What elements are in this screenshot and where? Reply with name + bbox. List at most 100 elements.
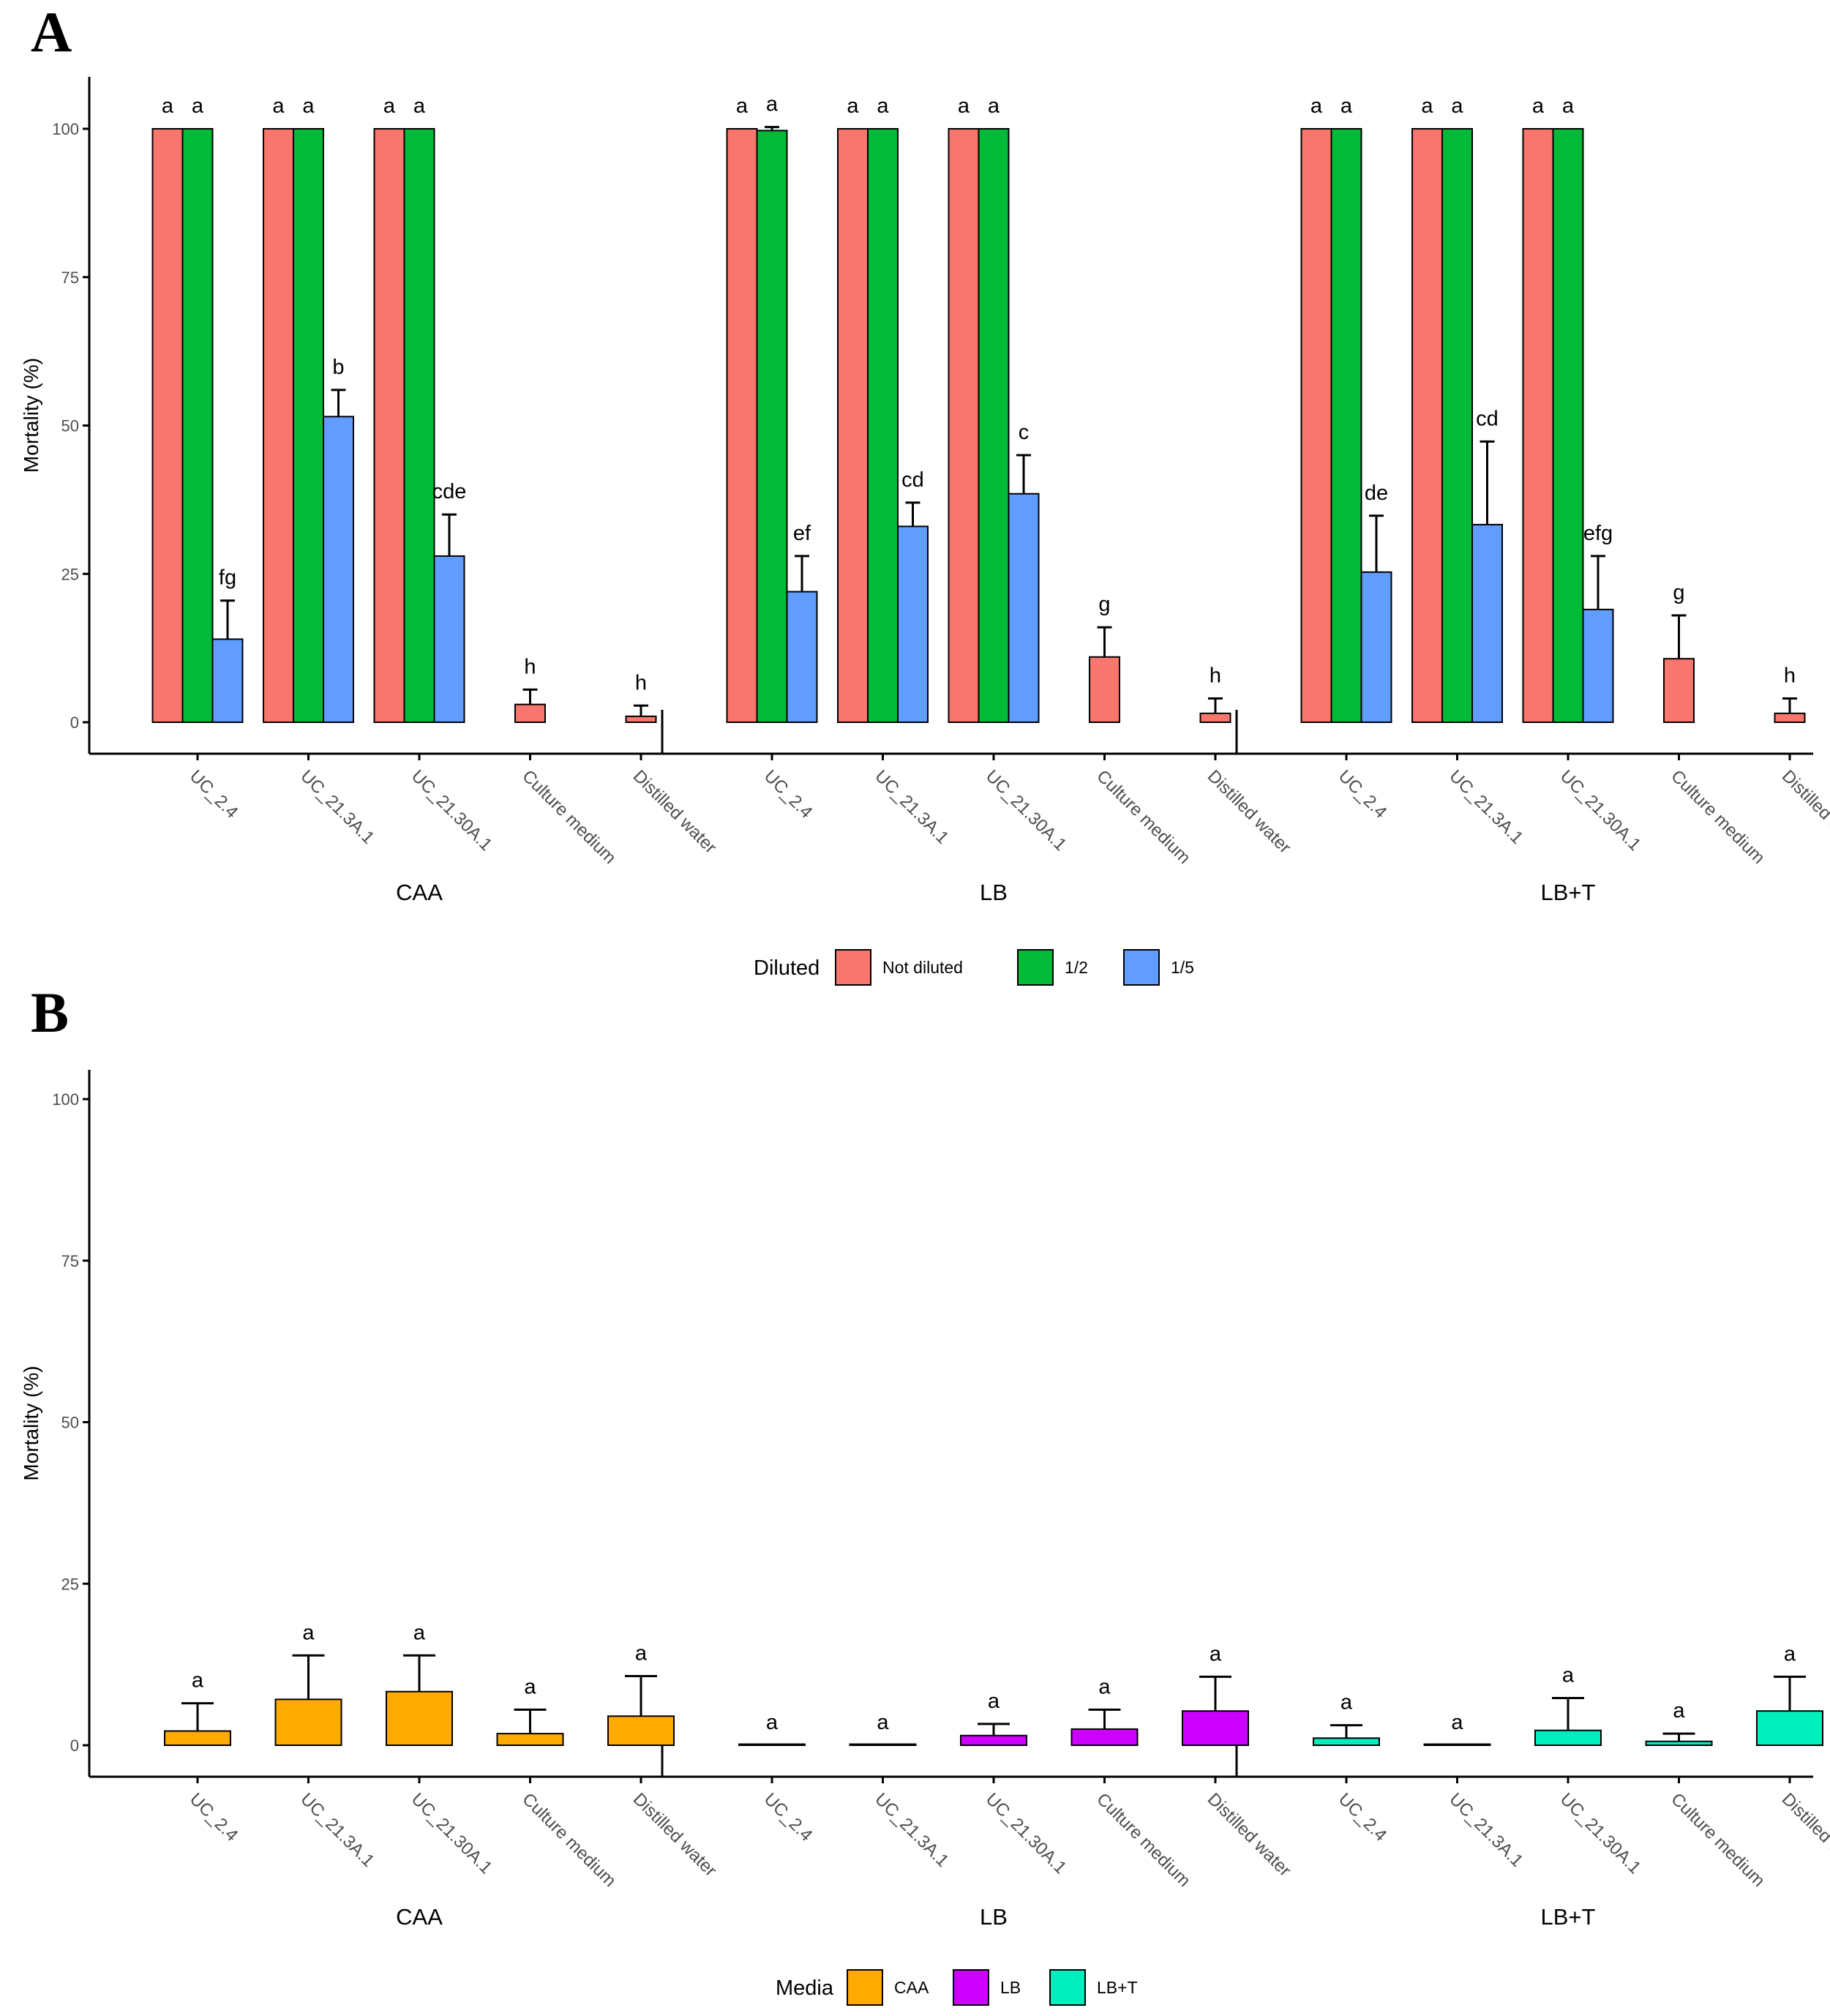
bar xyxy=(786,591,818,724)
bar xyxy=(1008,492,1040,723)
significance-letter: efg xyxy=(1583,522,1613,545)
significance-letter: a xyxy=(766,1711,779,1734)
significance-letter: a xyxy=(192,94,204,118)
bar xyxy=(263,128,294,723)
bar xyxy=(151,128,184,723)
x-tick-label: UC_2.4 xyxy=(186,1789,242,1845)
significance-letter: g xyxy=(1098,593,1110,616)
significance-letter: h xyxy=(1210,664,1221,688)
significance-letter: a xyxy=(383,94,396,118)
panel-label-a: A xyxy=(31,0,72,64)
legend-label: LB xyxy=(1000,1978,1021,1997)
group-label: CAA xyxy=(396,880,443,905)
y-tick-label: 0 xyxy=(70,713,79,732)
significance-letter: a xyxy=(1340,1691,1353,1715)
bar xyxy=(293,128,324,723)
bar xyxy=(837,128,869,723)
legend-title: Diluted xyxy=(754,956,820,980)
x-tick-label: UC_2.4 xyxy=(186,766,242,822)
group-label: CAA xyxy=(396,1904,443,1930)
x-tick-label: UC_21.3A.1 xyxy=(871,1789,953,1871)
x-tick-label: Distilled water xyxy=(629,766,721,858)
significance-letter: a xyxy=(524,1675,536,1698)
x-tick-label: Culture medium xyxy=(1667,766,1769,868)
significance-letter: a xyxy=(1210,1642,1222,1665)
significance-letter: a xyxy=(1784,1642,1796,1665)
bar xyxy=(897,525,929,723)
x-tick-label: UC_21.30A.1 xyxy=(1556,766,1645,855)
x-tick-label: UC_2.4 xyxy=(1335,1789,1391,1845)
panel-b-chart: 0 25 50 75 100 Mortality (%) UC_2.4 UC_21.3A.1 U… xyxy=(20,1070,1830,2006)
bar xyxy=(274,1698,342,1746)
significance-letter: a xyxy=(847,94,859,118)
legend-swatch xyxy=(835,949,871,986)
group-label: LB+T xyxy=(1541,880,1596,905)
significance-letter: a xyxy=(302,1621,315,1644)
significance-letter: ef xyxy=(793,522,811,545)
x-tick-label: UC_21.3A.1 xyxy=(296,1789,378,1871)
significance-letter: cde xyxy=(432,480,467,503)
significance-letter: a xyxy=(1421,94,1433,118)
significance-letter: a xyxy=(988,1690,1000,1713)
bar xyxy=(1582,608,1614,723)
significance-letter: h xyxy=(635,671,647,694)
x-tick-label: UC_21.3A.1 xyxy=(1445,766,1527,848)
bar xyxy=(433,555,465,723)
legend-swatch xyxy=(1017,949,1054,986)
x-tick-label: Distilled water xyxy=(629,1789,721,1881)
significance-letter: g xyxy=(1673,581,1684,604)
bar xyxy=(607,1715,675,1746)
x-tick-label: UC_21.30A.1 xyxy=(1556,1789,1645,1878)
legend-label: Not diluted xyxy=(882,958,963,977)
significance-letter: a xyxy=(1673,1699,1685,1723)
significance-letter: a xyxy=(877,1711,889,1734)
legend-title: Media xyxy=(776,1976,834,2000)
significance-letter: a xyxy=(1451,1711,1463,1734)
bar xyxy=(1360,571,1392,724)
y-tick-label: 25 xyxy=(61,1575,79,1593)
bar xyxy=(323,416,354,724)
x-tick-label: UC_2.4 xyxy=(760,1789,817,1845)
bar xyxy=(1441,128,1473,723)
bar xyxy=(1522,128,1554,723)
significance-letter: c xyxy=(1019,421,1030,444)
y-tick-label: 100 xyxy=(52,120,79,138)
x-tick-label: Distilled water xyxy=(1778,1789,1830,1881)
bar xyxy=(386,1690,453,1746)
bar xyxy=(1471,523,1503,723)
x-tick-label: Culture medium xyxy=(1667,1789,1769,1891)
bar xyxy=(514,703,546,723)
y-tick-label: 0 xyxy=(70,1736,79,1755)
bar xyxy=(960,1734,1027,1746)
significance-letter: a xyxy=(1340,94,1353,118)
group-label: LB xyxy=(980,1904,1008,1930)
x-tick-label: UC_2.4 xyxy=(760,766,817,822)
significance-letter: a xyxy=(988,94,1000,118)
y-tick-label: 25 xyxy=(61,565,79,583)
bar xyxy=(1411,128,1443,723)
legend-swatch xyxy=(1123,949,1160,986)
significance-letter: h xyxy=(1784,664,1796,688)
bar xyxy=(1645,1740,1713,1746)
bar xyxy=(1089,656,1120,723)
y-axis-label: Mortality (%) xyxy=(20,358,42,473)
significance-letter: a xyxy=(958,94,970,118)
significance-letter: h xyxy=(524,655,536,678)
legend-swatch xyxy=(953,1969,989,2006)
bar xyxy=(849,1743,917,1746)
bar xyxy=(1300,128,1332,723)
x-tick-label: UC_21.30A.1 xyxy=(982,1789,1070,1878)
significance-letter: cd xyxy=(901,468,924,492)
x-tick-label: UC_21.30A.1 xyxy=(982,766,1070,855)
bar xyxy=(403,128,435,723)
x-tick-label: UC_2.4 xyxy=(1335,766,1391,822)
bar xyxy=(756,130,788,724)
bar xyxy=(1663,658,1695,724)
significance-letter: a xyxy=(413,94,426,118)
significance-letter: fg xyxy=(219,566,236,590)
significance-letter: a xyxy=(413,1621,426,1644)
bar xyxy=(181,128,214,723)
x-tick-label: Distilled water xyxy=(1778,766,1830,858)
y-tick-label: 50 xyxy=(61,1414,79,1432)
